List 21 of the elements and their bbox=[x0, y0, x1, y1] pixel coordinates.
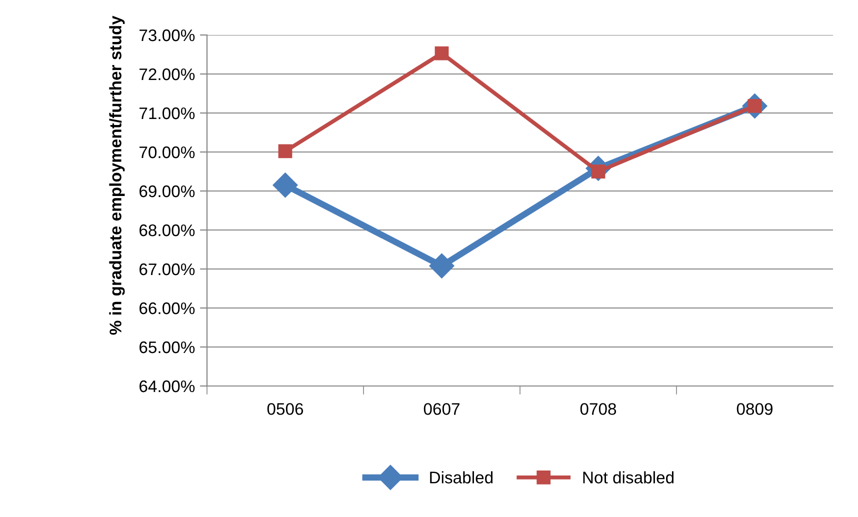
point bbox=[278, 144, 292, 158]
point bbox=[434, 46, 449, 60]
x-tick-label: 0506 bbox=[267, 403, 304, 415]
point bbox=[272, 172, 298, 198]
x-tick-label: 0607 bbox=[424, 403, 460, 415]
y-tick-label: 66.00% bbox=[140, 302, 195, 314]
legend-label: Disabled bbox=[430, 471, 493, 484]
legend-label: Not disabled bbox=[583, 471, 674, 484]
y-tick-label: 65.00% bbox=[140, 341, 195, 354]
x-tick-label: 0708 bbox=[580, 403, 616, 415]
y-tick-label: 70.00% bbox=[140, 146, 195, 158]
y-tick-label: 64.00% bbox=[140, 380, 195, 392]
y-tick-label: 67.00% bbox=[140, 263, 195, 276]
y-tick-label: 73.00% bbox=[140, 29, 195, 42]
point bbox=[429, 253, 454, 278]
y-axis-title: % in graduate employment/further study bbox=[109, 16, 125, 335]
y-tick-label: 72.00% bbox=[140, 68, 195, 80]
y-tick-label: 68.00% bbox=[140, 224, 195, 236]
x-tick-label: 0809 bbox=[736, 403, 772, 415]
y-tick-label: 69.00% bbox=[140, 185, 195, 198]
y-tick-label: 71.00% bbox=[140, 107, 195, 120]
